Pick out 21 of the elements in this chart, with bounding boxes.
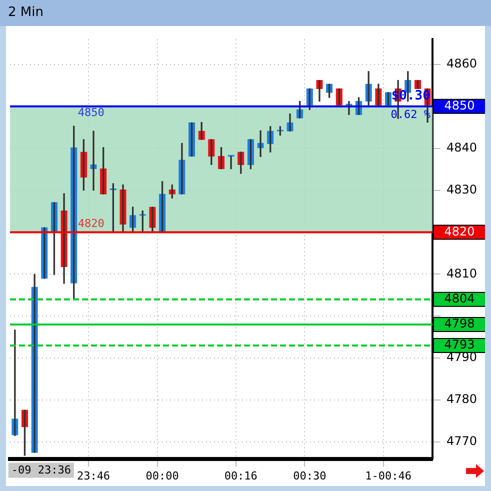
y-tick-label: 4810 [446,266,478,280]
y-tick-label: 4830 [446,182,478,196]
text: -09 23:36 [11,464,71,477]
ref-line-label: 4820 [444,224,475,238]
x-tick-label: 00:16 [224,469,258,482]
x-tick-label: 00:00 [146,469,179,482]
ref-line-label: 4804 [444,291,475,306]
annotation: 4850 [78,106,104,120]
chart-title: 2 Min [8,5,44,20]
y-tick-label: 4780 [446,392,478,406]
y-tick-label: 4840 [446,140,478,154]
ref-line-label: 4793 [444,338,475,352]
ref-line-label: 4798 [444,316,475,331]
x-tick-label: 23:46 [76,469,110,482]
ref-line-label: 4850 [444,98,475,112]
annotation: 4820 [78,217,104,230]
x-tick-label: 00:30 [293,469,326,482]
x-tick-label: 1-00:46 [365,469,412,482]
candlestick [346,100,352,116]
y-tick-label: 4770 [446,434,478,448]
y-tick-label: 4860 [446,56,478,70]
